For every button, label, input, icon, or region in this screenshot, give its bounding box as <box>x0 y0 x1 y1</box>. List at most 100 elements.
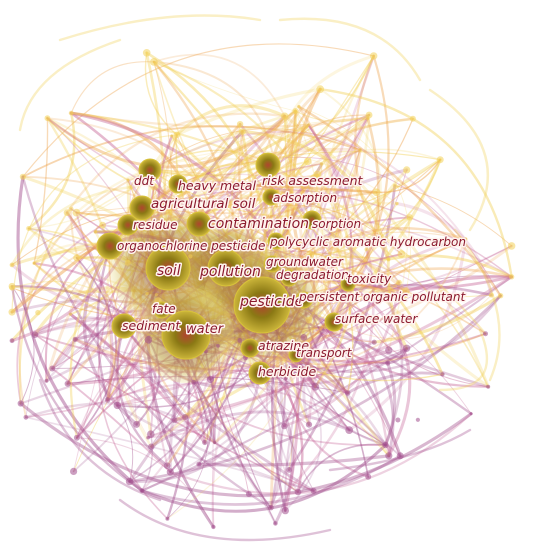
keyword-node-minor <box>305 421 313 428</box>
cooccurrence-edge <box>70 61 155 114</box>
keyword-node-minor <box>268 504 274 511</box>
cooccurrence-edge <box>144 52 178 136</box>
cooccurrence-edge <box>294 109 339 322</box>
cooccurrence-edge <box>309 176 349 285</box>
cooccurrence-edge <box>27 111 76 230</box>
keyword-node-minor <box>17 400 24 407</box>
cooccurrence-edge <box>294 110 370 122</box>
keyword-node-herbicide <box>248 361 272 385</box>
keyword-node-minor <box>403 166 411 174</box>
cooccurrence-edge <box>332 238 467 324</box>
keyword-node-minor <box>316 85 325 94</box>
cooccurrence-edge <box>316 173 350 286</box>
cooccurrence-edge <box>116 404 134 482</box>
cooccurrence-edge <box>10 182 180 314</box>
cooccurrence-edge <box>152 60 350 286</box>
keyword-node-minor <box>93 229 98 234</box>
keyword-node-minor <box>165 208 173 216</box>
cooccurrence-edge <box>148 114 286 172</box>
cooccurrence-edge <box>258 371 295 525</box>
cooccurrence-edge <box>297 105 502 297</box>
cooccurrence-edge <box>24 402 277 525</box>
cooccurrence-edge <box>45 109 297 169</box>
keyword-node-minor <box>206 375 215 383</box>
keyword-node-minor <box>312 366 317 371</box>
cooccurrence-edge <box>58 14 262 42</box>
cooccurrence-edge <box>217 204 402 255</box>
keyword-node-minor <box>73 434 80 441</box>
keyword-node-minor <box>365 111 373 119</box>
keyword-node-minor <box>44 378 49 383</box>
cooccurrence-edge <box>140 116 370 210</box>
keyword-node-degradation <box>280 269 298 287</box>
cooccurrence-edge <box>333 294 492 340</box>
cooccurrence-edge <box>70 207 125 327</box>
cooccurrence-edge <box>152 60 273 199</box>
cooccurrence-edge <box>310 218 404 447</box>
keyword-node-pah <box>267 232 285 250</box>
keyword-label-adsorption: adsorption <box>273 191 337 205</box>
cooccurrence-edge <box>10 185 132 267</box>
keyword-node-minor <box>19 173 26 180</box>
keyword-node-groundwater <box>263 255 281 273</box>
keyword-node-minor <box>159 206 164 210</box>
cooccurrence-edge <box>140 122 242 210</box>
cooccurrence-edge <box>170 134 278 243</box>
keyword-node-minor <box>313 170 322 179</box>
keyword-node-minor <box>139 488 145 494</box>
keyword-node-minor <box>300 334 308 341</box>
cooccurrence-edge <box>284 377 370 478</box>
keyword-node-minor <box>31 331 39 339</box>
cooccurrence-edge <box>252 347 408 386</box>
keyword-node-minor <box>165 516 170 521</box>
cooccurrence-edge <box>294 275 514 357</box>
cooccurrence-edge <box>347 237 468 432</box>
cooccurrence-edge <box>269 123 375 509</box>
cooccurrence-edge <box>288 159 441 279</box>
cooccurrence-edge <box>140 454 402 506</box>
keyword-node-minor <box>64 380 71 387</box>
cooccurrence-edge <box>334 323 395 458</box>
keyword-node-minor <box>171 417 178 424</box>
cooccurrence-edge <box>192 381 213 466</box>
cooccurrence-edge <box>148 168 444 376</box>
keyword-node-minor <box>236 205 241 211</box>
cooccurrence-edge <box>438 328 489 392</box>
cooccurrence-edge <box>46 117 129 181</box>
keyword-node-minor <box>358 148 362 152</box>
keyword-label-contamination: contamination <box>208 216 309 232</box>
cooccurrence-edge <box>33 117 49 264</box>
keyword-node-heavy-metal <box>168 174 188 194</box>
keyword-node-minor <box>72 208 81 217</box>
cooccurrence-edge <box>153 53 286 117</box>
keyword-node-minor <box>371 339 377 345</box>
keyword-label-risk-assessment: risk assessment <box>262 173 364 188</box>
cooccurrence-edge <box>346 282 412 458</box>
keyword-node-minor <box>402 344 411 352</box>
cooccurrence-edge <box>453 228 501 382</box>
keyword-node-atrazine <box>240 338 260 358</box>
keyword-node-minor <box>288 190 293 195</box>
cooccurrence-edge <box>298 106 411 297</box>
cooccurrence-edge <box>69 111 201 226</box>
cooccurrence-edge <box>33 163 269 264</box>
keyword-node-minor <box>281 506 289 515</box>
cooccurrence-edge <box>96 244 112 402</box>
cooccurrence-edge <box>177 151 441 185</box>
cooccurrence-edge <box>69 312 207 444</box>
keyword-node-minor <box>104 397 111 403</box>
keyword-node-minor <box>213 441 217 445</box>
keyword-node-minor <box>113 401 122 410</box>
cooccurrence-edge <box>168 161 269 214</box>
keyword-node-minor <box>142 49 151 57</box>
keyword-node-minor <box>488 292 494 298</box>
cooccurrence-edge <box>115 404 315 493</box>
keyword-node-minor <box>70 467 78 475</box>
keyword-node-minor <box>49 365 56 372</box>
cooccurrence-edge <box>386 257 409 350</box>
cooccurrence-edge <box>383 361 397 447</box>
cooccurrence-edge <box>176 182 378 194</box>
cooccurrence-edge <box>275 240 390 351</box>
keyword-node-minor <box>150 183 158 191</box>
